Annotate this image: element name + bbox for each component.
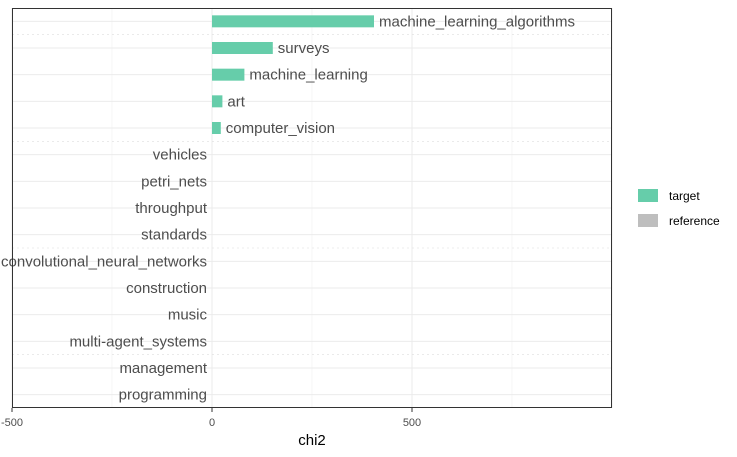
x-axis-ticks: -500 0 500: [1, 408, 421, 429]
x-tick-label: 0: [209, 417, 215, 429]
bar-computer_vision: [212, 122, 221, 134]
x-tick-label: 500: [403, 417, 421, 429]
category-label: convolutional_neural_networks: [1, 253, 207, 270]
legend-label-target: target: [669, 189, 700, 203]
category-label: management: [119, 360, 207, 377]
category-label: throughput: [135, 200, 208, 217]
x-axis-title: chi2: [298, 432, 326, 449]
legend-swatch-target: [638, 189, 658, 202]
bars: [212, 15, 374, 134]
category-label: vehicles: [153, 147, 207, 164]
category-label: programming: [119, 387, 207, 404]
bar-surveys: [212, 42, 273, 54]
legend: target reference: [638, 189, 720, 228]
x-tick-label: -500: [1, 417, 23, 429]
category-label: machine_learning: [249, 67, 367, 84]
category-label: machine_learning_algorithms: [379, 13, 575, 30]
category-label: petri_nets: [141, 173, 207, 190]
category-label: music: [168, 307, 208, 324]
bar-machine_learning_algorithms: [212, 15, 374, 28]
category-label: multi-agent_systems: [69, 333, 207, 350]
bar-art: [212, 95, 223, 108]
legend-label-reference: reference: [669, 214, 720, 228]
category-label: surveys: [278, 40, 330, 57]
category-label: construction: [126, 280, 207, 297]
grid-lines: [11, 8, 613, 408]
legend-swatch-reference: [638, 214, 658, 227]
category-label: standards: [141, 227, 207, 244]
category-label: art: [227, 93, 245, 110]
bar-machine_learning: [212, 68, 245, 81]
category-label: computer_vision: [226, 120, 335, 137]
plot-panel-border: [12, 8, 612, 408]
